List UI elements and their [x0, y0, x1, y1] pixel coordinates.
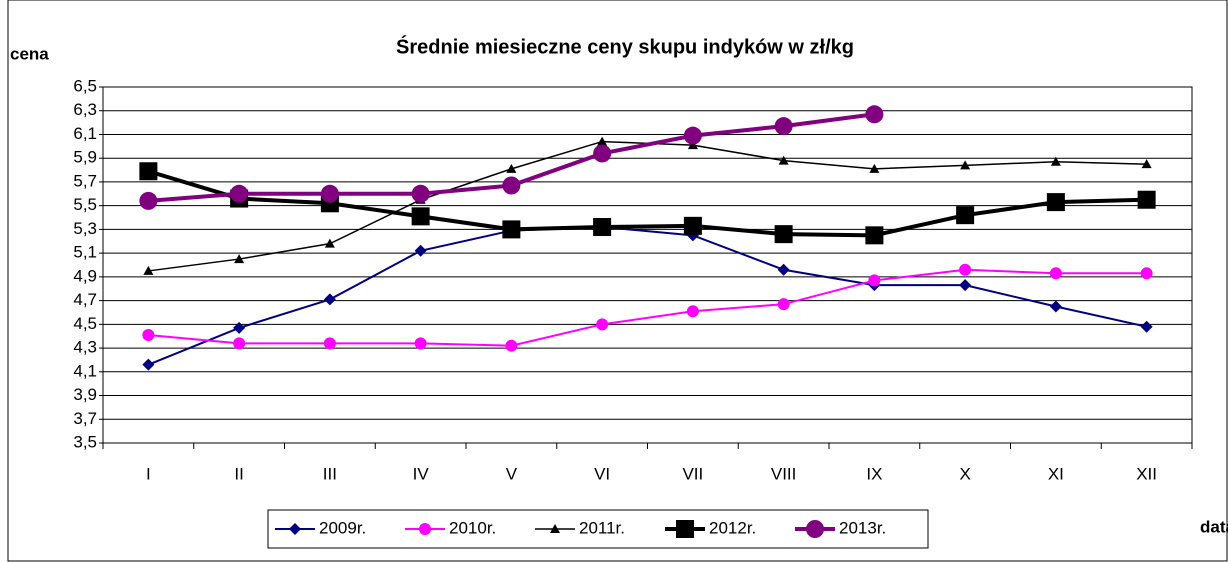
series-line — [147, 169, 1147, 238]
x-tick-label: XII — [1136, 464, 1157, 483]
data-point — [506, 163, 517, 173]
y-tick-label: 4,1 — [73, 361, 97, 380]
legend-marker — [676, 520, 694, 538]
data-point — [142, 329, 155, 342]
data-point — [777, 298, 790, 311]
y-tick-label: 4,7 — [73, 290, 97, 309]
data-point — [414, 244, 427, 257]
x-tick-label: VII — [682, 464, 703, 483]
y-tick-label: 3,5 — [73, 432, 97, 451]
data-point — [1140, 267, 1153, 280]
y-tick-label: 4,3 — [73, 338, 97, 357]
data-point — [411, 207, 430, 226]
x-tick-label: III — [323, 464, 337, 483]
data-point — [414, 337, 427, 350]
y-tick-label: 5,5 — [73, 195, 97, 214]
data-point — [959, 263, 972, 276]
data-point — [865, 105, 884, 124]
y-tick-label: 5,3 — [73, 219, 97, 238]
data-point — [1049, 267, 1062, 280]
x-tick-label: VIII — [771, 464, 797, 483]
data-point — [778, 155, 789, 165]
x-tick-label: IX — [866, 464, 882, 483]
data-point — [1050, 156, 1061, 166]
legend-marker — [806, 520, 824, 538]
data-point — [777, 263, 790, 276]
data-point — [1046, 193, 1065, 212]
data-point — [868, 274, 881, 287]
legend-marker — [550, 524, 560, 533]
legend-label: 2013r. — [839, 518, 886, 537]
x-tick-label: II — [234, 464, 243, 483]
y-tick-label: 6,3 — [73, 100, 97, 119]
data-point — [956, 206, 975, 225]
x-axis-label: data — [1200, 517, 1228, 536]
x-tick-label: VI — [594, 464, 610, 483]
data-point — [774, 117, 793, 136]
data-point — [233, 321, 246, 334]
data-point — [233, 337, 246, 350]
y-tick-label: 5,1 — [73, 243, 97, 262]
legend-label: 2010r. — [449, 518, 496, 537]
data-point — [505, 339, 518, 352]
data-point — [869, 163, 880, 173]
data-point — [143, 265, 154, 275]
series-line — [148, 268, 1147, 347]
data-point — [323, 293, 336, 306]
data-point — [1049, 300, 1062, 313]
data-point — [959, 279, 972, 292]
chart-title: Średnie miesieczne ceny skupu indyków w … — [396, 34, 854, 58]
data-point — [234, 254, 245, 264]
data-point — [686, 305, 699, 318]
data-point — [502, 220, 521, 239]
data-point — [142, 358, 155, 371]
y-tick-label: 5,9 — [73, 148, 97, 167]
data-point — [960, 160, 971, 170]
y-tick-label: 4,9 — [73, 266, 97, 285]
data-point — [139, 191, 158, 210]
data-point — [411, 184, 430, 203]
data-point — [593, 144, 612, 163]
data-point — [1140, 320, 1153, 333]
legend-label: 2011r. — [579, 518, 625, 537]
data-point — [593, 218, 612, 237]
data-point — [596, 318, 609, 331]
data-point — [865, 226, 884, 245]
legend-label: 2012r. — [709, 518, 756, 537]
data-point — [597, 136, 608, 146]
x-tick-label: I — [146, 464, 151, 483]
data-point — [502, 176, 521, 195]
data-point — [683, 216, 702, 235]
x-tick-label: IV — [413, 464, 430, 483]
data-point — [230, 184, 249, 203]
x-tick-label: V — [506, 464, 518, 483]
y-tick-label: 6,5 — [73, 76, 97, 95]
data-point — [324, 238, 335, 248]
series-line — [147, 226, 1147, 366]
data-point — [1141, 159, 1152, 169]
data-point — [320, 184, 339, 203]
x-tick-label: XI — [1048, 464, 1064, 483]
legend-marker — [419, 523, 431, 535]
y-tick-label: 3,7 — [73, 409, 97, 428]
data-point — [774, 225, 793, 244]
y-axis-label: cena — [10, 44, 49, 63]
data-point — [683, 126, 702, 145]
legend-marker — [289, 523, 301, 535]
data-point — [1137, 190, 1156, 209]
y-tick-label: 5,7 — [73, 171, 97, 190]
y-tick-label: 3,9 — [73, 385, 97, 404]
data-point — [323, 337, 336, 350]
data-point — [139, 162, 158, 181]
y-tick-label: 6,1 — [73, 124, 97, 143]
chart-area — [7, 0, 1228, 562]
x-tick-label: X — [959, 464, 970, 483]
y-tick-label: 4,5 — [73, 314, 97, 333]
legend-label: 2009r. — [319, 518, 366, 537]
